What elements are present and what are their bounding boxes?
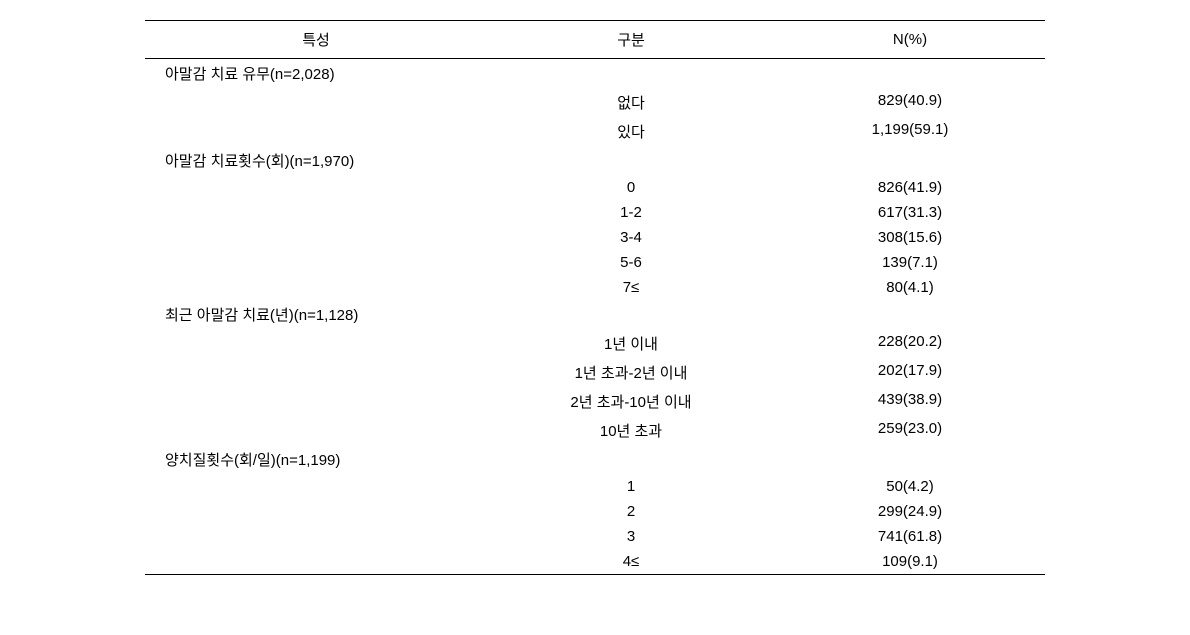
value-cell: 741(61.8) xyxy=(775,524,1045,549)
empty-cell xyxy=(145,474,487,499)
section-row: 아말감 치료횟수(회)(n=1,970) xyxy=(145,146,1045,175)
value-cell xyxy=(775,300,1045,329)
header-value: N(%) xyxy=(775,21,1045,59)
section-label: 아말감 치료 유무(n=2,028) xyxy=(145,59,487,89)
header-category: 구분 xyxy=(487,21,775,59)
category-cell: 7≤ xyxy=(487,275,775,300)
category-cell xyxy=(487,59,775,89)
data-row: 1년 이내 228(20.2) xyxy=(145,329,1045,358)
value-cell xyxy=(775,445,1045,474)
data-row: 7≤ 80(4.1) xyxy=(145,275,1045,300)
data-table: 특성 구분 N(%) 아말감 치료 유무(n=2,028) 없다 829(40.… xyxy=(145,20,1045,575)
category-cell xyxy=(487,445,775,474)
empty-cell xyxy=(145,225,487,250)
empty-cell xyxy=(145,549,487,575)
category-cell: 1년 초과-2년 이내 xyxy=(487,358,775,387)
data-row: 10년 초과 259(23.0) xyxy=(145,416,1045,445)
section-label: 최근 아말감 치료(년)(n=1,128) xyxy=(145,300,487,329)
value-cell: 617(31.3) xyxy=(775,200,1045,225)
data-row: 5-6 139(7.1) xyxy=(145,250,1045,275)
data-row: 1년 초과-2년 이내 202(17.9) xyxy=(145,358,1045,387)
value-cell: 826(41.9) xyxy=(775,175,1045,200)
data-row: 2년 초과-10년 이내 439(38.9) xyxy=(145,387,1045,416)
value-cell: 259(23.0) xyxy=(775,416,1045,445)
empty-cell xyxy=(145,88,487,117)
category-cell: 3 xyxy=(487,524,775,549)
category-cell: 없다 xyxy=(487,88,775,117)
empty-cell xyxy=(145,329,487,358)
value-cell: 228(20.2) xyxy=(775,329,1045,358)
data-row: 3 741(61.8) xyxy=(145,524,1045,549)
empty-cell xyxy=(145,275,487,300)
category-cell: 2 xyxy=(487,499,775,524)
value-cell: 80(4.1) xyxy=(775,275,1045,300)
header-characteristic: 특성 xyxy=(145,21,487,59)
data-row: 없다 829(40.9) xyxy=(145,88,1045,117)
category-cell: 1 xyxy=(487,474,775,499)
data-row: 1-2 617(31.3) xyxy=(145,200,1045,225)
empty-cell xyxy=(145,200,487,225)
empty-cell xyxy=(145,117,487,146)
category-cell: 3-4 xyxy=(487,225,775,250)
data-row: 3-4 308(15.6) xyxy=(145,225,1045,250)
category-cell: 2년 초과-10년 이내 xyxy=(487,387,775,416)
section-label: 아말감 치료횟수(회)(n=1,970) xyxy=(145,146,487,175)
category-cell: 1년 이내 xyxy=(487,329,775,358)
value-cell xyxy=(775,59,1045,89)
value-cell: 202(17.9) xyxy=(775,358,1045,387)
section-label: 양치질횟수(회/일)(n=1,199) xyxy=(145,445,487,474)
value-cell: 139(7.1) xyxy=(775,250,1045,275)
category-cell xyxy=(487,146,775,175)
category-cell: 1-2 xyxy=(487,200,775,225)
header-row: 특성 구분 N(%) xyxy=(145,21,1045,59)
table-body: 아말감 치료 유무(n=2,028) 없다 829(40.9) 있다 1,199… xyxy=(145,59,1045,575)
value-cell: 299(24.9) xyxy=(775,499,1045,524)
empty-cell xyxy=(145,250,487,275)
empty-cell xyxy=(145,499,487,524)
table-header: 특성 구분 N(%) xyxy=(145,21,1045,59)
category-cell: 4≤ xyxy=(487,549,775,575)
data-row: 1 50(4.2) xyxy=(145,474,1045,499)
section-row: 양치질횟수(회/일)(n=1,199) xyxy=(145,445,1045,474)
value-cell: 439(38.9) xyxy=(775,387,1045,416)
empty-cell xyxy=(145,387,487,416)
data-row: 2 299(24.9) xyxy=(145,499,1045,524)
empty-cell xyxy=(145,358,487,387)
empty-cell xyxy=(145,175,487,200)
category-cell: 10년 초과 xyxy=(487,416,775,445)
empty-cell xyxy=(145,524,487,549)
table-container: 특성 구분 N(%) 아말감 치료 유무(n=2,028) 없다 829(40.… xyxy=(145,20,1045,575)
empty-cell xyxy=(145,416,487,445)
category-cell: 0 xyxy=(487,175,775,200)
data-row: 4≤ 109(9.1) xyxy=(145,549,1045,575)
section-row: 최근 아말감 치료(년)(n=1,128) xyxy=(145,300,1045,329)
category-cell: 있다 xyxy=(487,117,775,146)
data-row: 0 826(41.9) xyxy=(145,175,1045,200)
category-cell xyxy=(487,300,775,329)
value-cell xyxy=(775,146,1045,175)
value-cell: 1,199(59.1) xyxy=(775,117,1045,146)
data-row: 있다 1,199(59.1) xyxy=(145,117,1045,146)
value-cell: 308(15.6) xyxy=(775,225,1045,250)
value-cell: 50(4.2) xyxy=(775,474,1045,499)
value-cell: 109(9.1) xyxy=(775,549,1045,575)
category-cell: 5-6 xyxy=(487,250,775,275)
section-row: 아말감 치료 유무(n=2,028) xyxy=(145,59,1045,89)
value-cell: 829(40.9) xyxy=(775,88,1045,117)
